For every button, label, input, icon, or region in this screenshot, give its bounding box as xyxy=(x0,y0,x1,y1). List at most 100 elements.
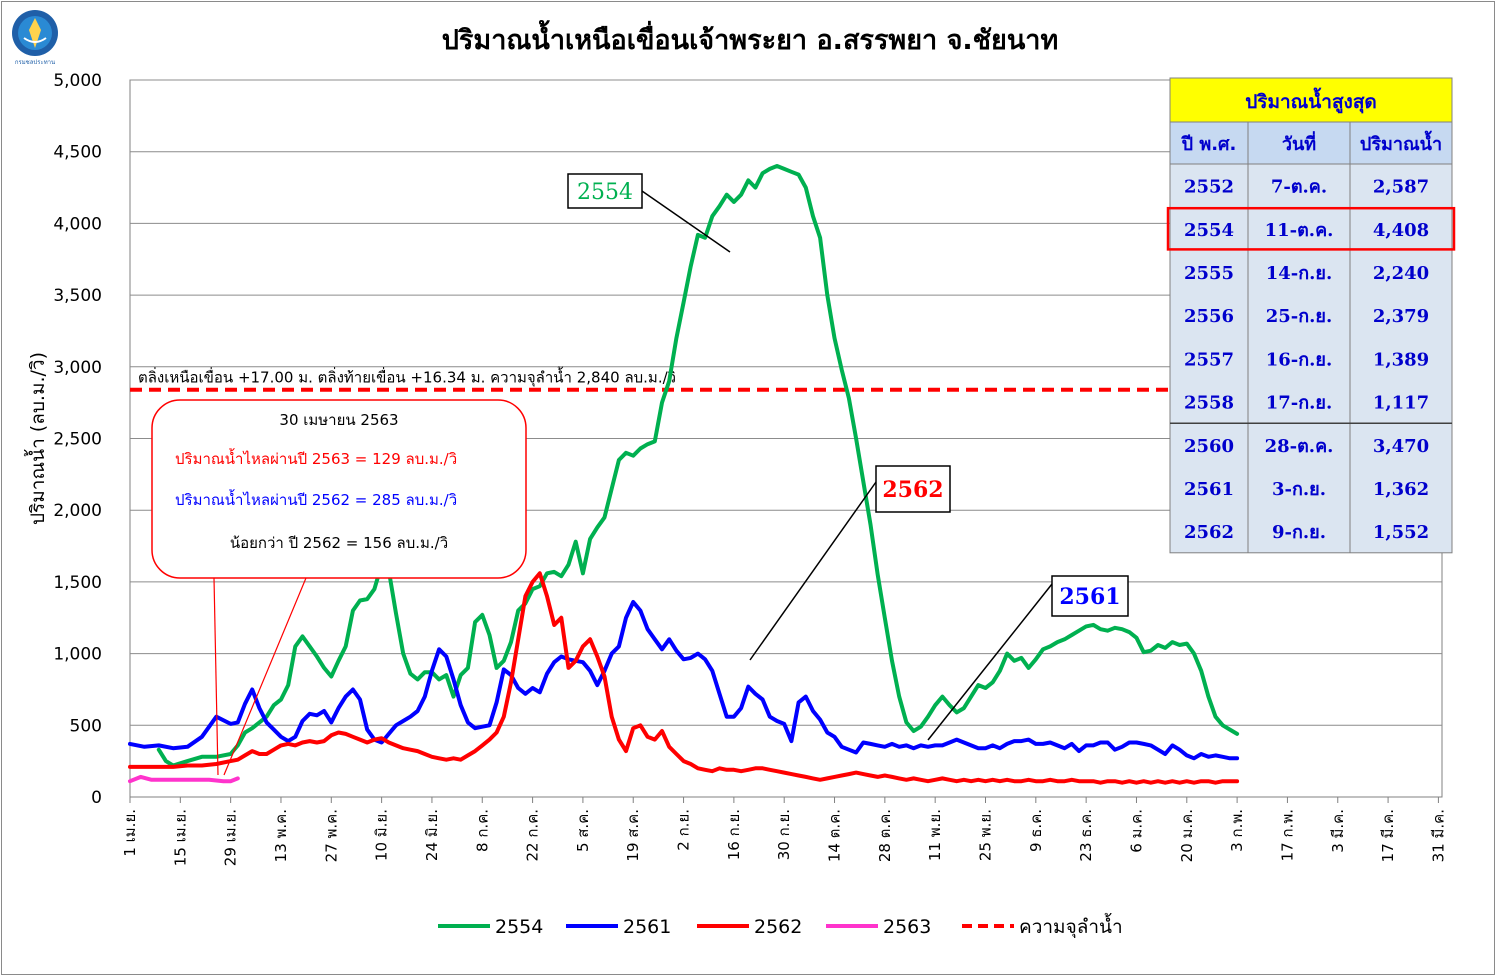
capacity-label: ตลิ่งเหนือเขื่อน +17.00 ม. ตลิ่งท้ายเขื่… xyxy=(138,367,676,388)
x-tick-label: 29 เม.ย. xyxy=(222,809,240,866)
max-table-cell: 1,362 xyxy=(1373,479,1429,500)
max-table-header: วันที่ xyxy=(1282,131,1316,155)
callout-box-2554 xyxy=(567,173,643,209)
max-table-cell: 7-ต.ค. xyxy=(1271,177,1327,198)
x-tick-label: 24 มิ.ย. xyxy=(423,809,441,861)
x-tick-label: 31 มี.ค. xyxy=(1429,809,1447,862)
max-table-cell: 2,240 xyxy=(1373,263,1429,284)
y-tick-label: 4,500 xyxy=(53,143,102,163)
annotation-pointer-right xyxy=(223,577,307,776)
callout-box-2562 xyxy=(875,465,951,513)
max-table-cell: 2552 xyxy=(1184,177,1234,198)
max-table-title-cell xyxy=(1169,77,1453,123)
max-table-header-cell xyxy=(1169,121,1249,165)
x-tick-label: 17 ก.พ. xyxy=(1278,809,1296,861)
y-axis-title: ปริมาณน้ำ (ลบ.ม./วิ) xyxy=(24,352,49,525)
x-tick-label: 20 ม.ค. xyxy=(1178,809,1196,862)
y-tick-label: 0 xyxy=(91,788,102,808)
x-tick-label: 22 ก.ค. xyxy=(524,809,542,862)
max-table-cell: 3-ก.ย. xyxy=(1272,479,1326,500)
x-tick-label: 27 พ.ค. xyxy=(322,809,340,862)
x-tick-label: 5 ส.ค. xyxy=(574,809,592,852)
x-tick-label: 17 มี.ค. xyxy=(1379,809,1397,862)
chart-title: ปริมาณน้ำเหนือเขื่อนเจ้าพระยา อ.สรรพยา จ… xyxy=(441,25,1059,56)
callout-label-2554: 2554 xyxy=(577,180,633,205)
callout-label-2561: 2561 xyxy=(1059,584,1120,610)
max-table-header: ปริมาณน้ำ xyxy=(1360,130,1442,155)
y-tick-label: 1,500 xyxy=(53,573,102,593)
max-table-cell: 1,117 xyxy=(1373,393,1429,414)
series-line-2554 xyxy=(156,164,1240,768)
callout-box-2561 xyxy=(1051,575,1129,617)
x-tick-label: 19 ส.ค. xyxy=(624,809,642,862)
department-logo-icon: กรมชลประทาน xyxy=(12,10,58,66)
x-tick-label: 3 ก.พ. xyxy=(1228,809,1246,852)
legend-label: 2562 xyxy=(754,916,802,938)
annotation-line-2: ปริมาณน้ำไหลผ่านปี 2563 = 129 ลบ.ม./วิ xyxy=(175,448,457,468)
callout-leader-2561 xyxy=(927,583,1053,741)
y-tick-label: 2,000 xyxy=(53,501,102,521)
x-tick-label: 16 ก.ย. xyxy=(725,809,743,860)
x-tick-label: 13 พ.ค. xyxy=(272,809,290,862)
max-table-cell: 28-ต.ค. xyxy=(1265,436,1334,457)
legend-label: 2554 xyxy=(495,916,543,938)
x-tick-label: 30 ก.ย. xyxy=(775,809,793,860)
callout-leader-2554 xyxy=(641,190,731,253)
max-table-cell: 25-ก.ย. xyxy=(1266,306,1333,327)
max-table-header-cell xyxy=(1349,121,1453,165)
max-table-cell: 14-ก.ย. xyxy=(1266,263,1333,284)
max-table-cell: 2557 xyxy=(1184,349,1234,370)
max-table-cell: 1,552 xyxy=(1373,522,1429,543)
y-tick-label: 5,000 xyxy=(53,71,102,91)
max-table-cell: 2,587 xyxy=(1373,177,1429,198)
legend-label: 2563 xyxy=(883,916,931,938)
x-tick-label: 3 มี.ค. xyxy=(1329,809,1347,853)
series-line-2561 xyxy=(128,600,1240,761)
annotation-line-4: น้อยกว่า ปี 2562 = 156 ลบ.ม./วิ xyxy=(230,534,448,552)
max-table-cell: 9-ก.ย. xyxy=(1272,522,1326,543)
y-tick-label: 4,000 xyxy=(53,214,102,234)
max-table-cell: 2558 xyxy=(1184,393,1234,414)
max-table-header-cell xyxy=(1247,121,1351,165)
max-table-body xyxy=(1169,163,1453,554)
max-table-cell: 2556 xyxy=(1184,306,1234,327)
max-table-cell: 4,408 xyxy=(1373,220,1429,241)
max-table-cell: 17-ก.ย. xyxy=(1266,393,1333,414)
max-table-title: ปริมาณน้ำสูงสุด xyxy=(1245,87,1377,114)
annotation-box xyxy=(151,399,527,579)
x-tick-label: 15 เม.ย. xyxy=(171,809,189,866)
x-tick-label: 14 ต.ค. xyxy=(826,809,844,862)
logo-caption: กรมชลประทาน xyxy=(15,59,55,66)
max-table-cell: 2554 xyxy=(1184,220,1234,241)
x-tick-label: 23 ธ.ค. xyxy=(1077,809,1095,862)
x-tick-label: 6 ม.ค. xyxy=(1127,809,1145,853)
max-table: ปริมาณน้ำสูงสุดปี พ.ศ. วันที่ ปริมาณน้ำ 255… xyxy=(1166,77,1456,554)
max-table-cell: 11-ต.ค. xyxy=(1265,220,1334,241)
y-tick-label: 3,500 xyxy=(53,286,102,306)
max-table-cell: 16-ก.ย. xyxy=(1266,349,1333,370)
series-line-2562 xyxy=(128,571,1240,785)
x-tick-label: 8 ก.ค. xyxy=(473,809,491,852)
max-table-cell: 3,470 xyxy=(1373,436,1429,457)
x-tick-label: 1 เม.ย. xyxy=(121,809,139,857)
x-tick-label: 9 ธ.ค. xyxy=(1027,809,1045,852)
max-table-header: ปี พ.ศ. xyxy=(1180,134,1236,155)
y-tick-label: 3,000 xyxy=(53,358,102,378)
y-tick-label: 2,500 xyxy=(53,430,102,450)
legend-label: ความจุลำน้ำ xyxy=(1019,913,1123,939)
max-table-cell: 2555 xyxy=(1184,263,1234,284)
annotation-pointer-left xyxy=(213,577,219,776)
x-tick-label: 2 ก.ย. xyxy=(675,809,693,851)
max-table-cell: 2562 xyxy=(1184,522,1234,543)
max-table-cell: 2561 xyxy=(1184,479,1234,500)
legend-label: 2561 xyxy=(623,916,671,938)
callout-leader-2562 xyxy=(749,481,877,661)
annotation-line-3: ปริมาณน้ำไหลผ่านปี 2562 = 285 ลบ.ม./วิ xyxy=(175,489,457,509)
series-line-2563 xyxy=(128,774,240,784)
x-tick-label: 10 มิ.ย. xyxy=(373,809,391,861)
x-tick-label: 11 พ.ย. xyxy=(926,809,944,861)
max-table-cell: 2560 xyxy=(1184,436,1234,457)
y-tick-label: 1,000 xyxy=(53,645,102,665)
callout-label-2562: 2562 xyxy=(882,477,943,503)
